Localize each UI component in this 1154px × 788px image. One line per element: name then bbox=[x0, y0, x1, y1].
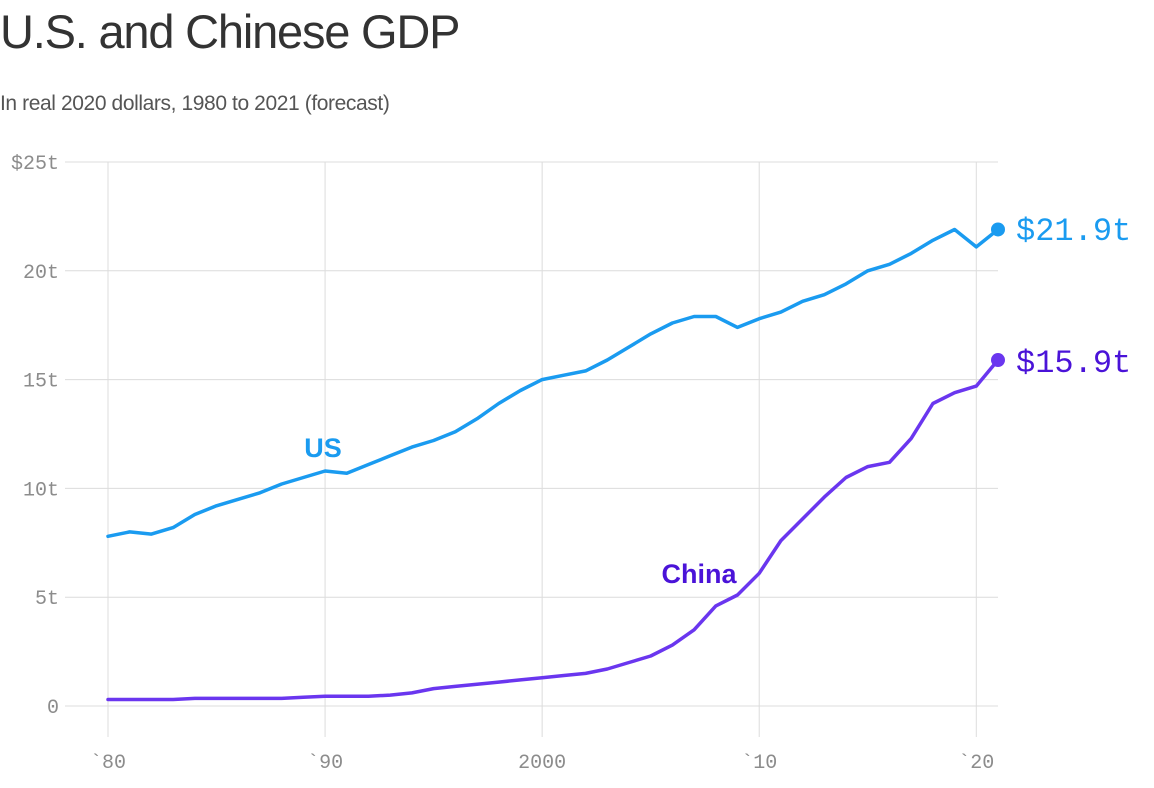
us-end-value-label: $21.9t bbox=[1016, 213, 1131, 250]
x-axis-tick-labels: `80 `90 2000 `10 `20 bbox=[90, 752, 994, 775]
chart-subtitle: In real 2020 dollars, 1980 to 2021 (fore… bbox=[0, 92, 390, 115]
series-annotations: US $21.9t China $15.9t bbox=[304, 213, 1131, 589]
x-tick-label: `90 bbox=[307, 752, 343, 775]
x-gridlines bbox=[107, 162, 977, 737]
y-tick-label: 0 bbox=[47, 697, 59, 720]
y-tick-label: $25t bbox=[11, 153, 59, 176]
china-series-label: China bbox=[661, 559, 737, 589]
x-tick-label: `80 bbox=[90, 752, 126, 775]
x-tick-label: `10 bbox=[741, 752, 777, 775]
china-end-point bbox=[991, 353, 1005, 368]
us-end-point bbox=[991, 222, 1005, 237]
chart-title: U.S. and Chinese GDP bbox=[0, 5, 460, 58]
y-tick-label: 20t bbox=[23, 262, 59, 285]
y-tick-label: 15t bbox=[23, 371, 59, 394]
series-lines bbox=[106, 227, 1000, 702]
x-tick-label: `20 bbox=[958, 752, 994, 775]
us-gdp-line bbox=[106, 227, 1000, 539]
y-gridlines bbox=[65, 161, 998, 707]
y-tick-label: 10t bbox=[23, 479, 59, 502]
china-end-value-label: $15.9t bbox=[1016, 345, 1131, 382]
y-axis-tick-labels: 0 5t 10t 15t 20t $25t bbox=[11, 153, 59, 720]
x-tick-label: 2000 bbox=[518, 752, 566, 775]
us-series-label: US bbox=[304, 433, 342, 463]
china-gdp-line bbox=[106, 358, 1000, 702]
y-tick-label: 5t bbox=[35, 588, 59, 611]
